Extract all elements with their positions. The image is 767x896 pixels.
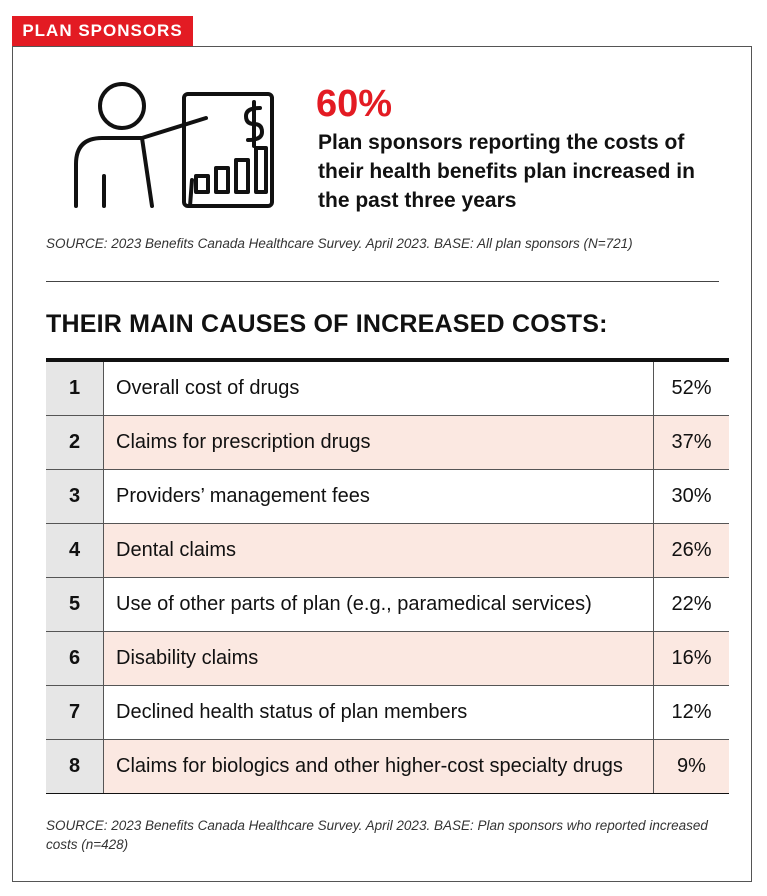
cause-cell: Dental claims [104,524,654,577]
headline-description: Plan sponsors reporting the costs of the… [318,131,695,212]
cause-cell: Use of other parts of plan (e.g., parame… [104,578,654,631]
table-row: 1 Overall cost of drugs 52% [46,362,729,416]
percent-cell: 37% [654,416,729,469]
percent-cell: 52% [671,377,712,399]
percent-cell: 30% [671,485,712,507]
table-row: 2 Claims for prescription drugs 37% [46,416,729,470]
percent-cell: 22% [671,593,712,615]
cause-cell: Disability claims [104,632,654,685]
percent-cell: 26% [654,524,729,577]
cause-cell: Providers’ management fees [104,470,654,523]
table-row: 5 Use of other parts of plan (e.g., param… [46,578,729,632]
cause-cell: Declined health status of plan members [104,686,654,739]
table-row: 7 Declined health status of plan members 1… [46,686,729,740]
percent-cell: 16% [654,632,729,685]
rank-cell: 8 [46,740,104,793]
rank-cell: 1 [46,362,104,415]
percent-cell: 9% [654,740,729,793]
content-frame [12,46,752,882]
rank-cell: 5 [46,578,104,631]
section-tag: PLAN SPONSORS [12,16,193,46]
rank-cell: 3 [46,470,104,523]
cause-cell: Claims for prescription drugs [104,416,654,469]
cause-cell: Claims for biologics and other higher-co… [104,740,654,793]
table-title: THEIR MAIN CAUSES OF INCREASED COSTS: [46,310,608,338]
rank-cell: 7 [46,686,104,739]
source-note-top: SOURCE: 2023 Benefits Canada Healthcare … [46,236,633,251]
table-row: 8 Claims for biologics and other higher-c… [46,740,729,794]
percent-cell: 12% [671,701,712,723]
table-row: 3 Providers’ management fees 30% [46,470,729,524]
rank-cell: 4 [46,524,104,577]
source-note-bottom: SOURCE: 2023 Benefits Canada Healthcare … [46,818,708,852]
table-row: 4 Dental claims 26% [46,524,729,578]
headline-value: 60% [316,83,393,125]
causes-table: 1 Overall cost of drugs 52% 2 Claims for pre… [46,358,729,794]
rank-cell: 6 [46,632,104,685]
cause-cell: Overall cost of drugs [104,362,654,415]
presenter-with-bar-chart-icon [74,82,274,208]
table-row: 6 Disability claims 16% [46,632,729,686]
divider [46,281,719,282]
rank-cell: 2 [46,416,104,469]
